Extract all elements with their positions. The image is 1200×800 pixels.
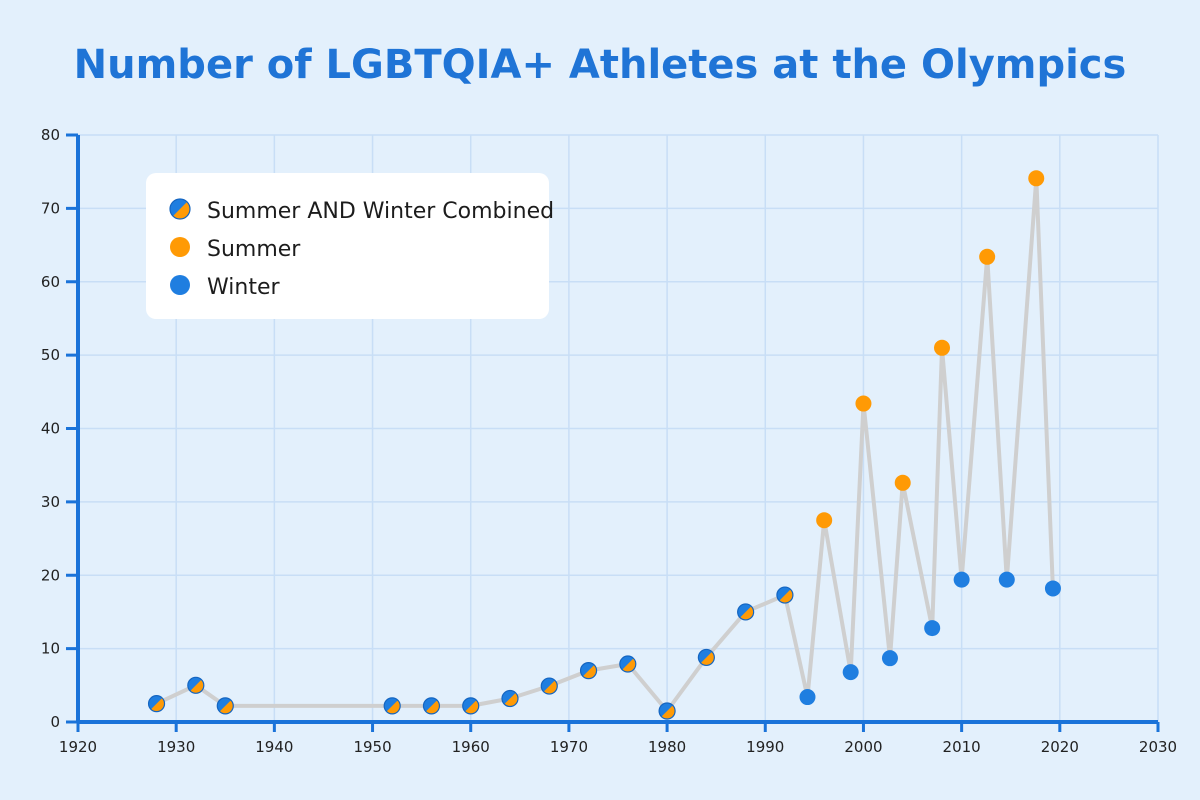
x-tick-label: 2030 <box>1139 738 1177 756</box>
point-winter <box>953 571 970 588</box>
marker-outline <box>540 677 558 695</box>
point-winter <box>1044 580 1061 597</box>
marker-outline <box>169 198 191 220</box>
marker-summer-half <box>190 679 204 694</box>
point-winter <box>799 689 816 706</box>
x-tick-label: 1930 <box>157 738 195 756</box>
point-combined <box>579 662 598 680</box>
point-combined <box>501 689 519 708</box>
point-combined <box>697 648 715 667</box>
point-winter <box>924 620 941 637</box>
point-winter <box>842 664 859 681</box>
marker-outline <box>697 648 715 667</box>
x-tick-label: 1990 <box>746 738 784 756</box>
point-winter <box>998 571 1015 588</box>
y-tick-label: 50 <box>41 346 60 364</box>
marker-summer-half <box>779 589 793 604</box>
point-combined <box>216 697 234 715</box>
legend-marker-winter <box>170 275 190 295</box>
chart-title: Number of LGBTQIA+ Athletes at the Olymp… <box>74 42 1127 88</box>
marker-summer-half <box>425 700 440 714</box>
marker-summer-half <box>543 680 558 695</box>
marker-outline <box>187 676 205 694</box>
x-tick-label: 1970 <box>550 738 588 756</box>
x-tick-label: 1920 <box>59 738 97 756</box>
x-tick-label: 1980 <box>648 738 686 756</box>
marker-outline <box>216 697 234 715</box>
x-tick-label: 1940 <box>255 738 293 756</box>
point-summer <box>816 512 833 529</box>
y-tick-label: 60 <box>41 273 60 291</box>
legend-label-summer: Summer <box>207 237 301 262</box>
point-combined <box>422 697 441 715</box>
marker-summer-half <box>465 700 479 714</box>
legend-label-combined: Summer AND Winter Combined <box>207 199 554 224</box>
legend-marker-combined <box>169 198 191 220</box>
y-tick-label: 20 <box>41 566 60 584</box>
marker-outline <box>619 655 637 673</box>
marker-outline <box>147 695 166 713</box>
x-tick-label: 1960 <box>452 738 490 756</box>
marker-outline <box>383 697 401 715</box>
y-tick-label: 40 <box>41 420 60 438</box>
point-combined <box>658 702 676 720</box>
data-points <box>147 170 1061 720</box>
point-combined <box>540 677 558 695</box>
y-tick-label: 80 <box>41 126 60 144</box>
marker-outline <box>737 603 755 621</box>
legend-markers <box>169 198 191 295</box>
marker-summer-half <box>739 606 754 620</box>
point-combined <box>619 655 637 673</box>
legend-label-winter: Winter <box>207 275 280 300</box>
marker-outline <box>462 697 480 715</box>
point-summer <box>855 395 872 412</box>
x-tick-label: 1950 <box>353 738 391 756</box>
marker-summer-half <box>219 700 234 714</box>
marker-outline <box>501 689 519 708</box>
marker-summer-half <box>172 201 190 219</box>
point-summer <box>934 339 950 356</box>
marker-outline <box>776 586 794 604</box>
marker-outline <box>422 697 441 715</box>
marker-summer-half <box>150 697 165 712</box>
point-winter <box>881 650 898 667</box>
y-tick-label: 10 <box>41 640 60 658</box>
point-combined <box>147 695 166 713</box>
marker-summer-half <box>622 658 636 673</box>
marker-summer-half <box>661 705 676 719</box>
point-combined <box>776 586 794 604</box>
marker-outline <box>658 702 676 720</box>
y-tick-label: 0 <box>50 713 60 731</box>
marker-summer-half <box>700 651 715 666</box>
x-tick-label: 2010 <box>943 738 981 756</box>
marker-summer-half <box>504 692 518 707</box>
point-combined <box>462 697 480 715</box>
marker-outline <box>579 662 598 680</box>
point-summer <box>979 248 996 265</box>
point-combined <box>383 697 401 715</box>
point-combined <box>737 603 755 621</box>
marker-summer-half <box>582 664 597 679</box>
x-tick-label: 2020 <box>1041 738 1079 756</box>
y-tick-label: 70 <box>41 199 60 217</box>
point-summer <box>1028 170 1045 187</box>
legend-marker-summer <box>170 237 190 257</box>
legend-box <box>146 173 549 319</box>
x-tick-label: 2000 <box>844 738 882 756</box>
point-summer <box>894 474 911 491</box>
y-tick-label: 30 <box>41 493 60 511</box>
marker-summer-half <box>386 700 401 714</box>
legend: Summer AND Winter Combined Summer Winter <box>146 173 554 319</box>
point-combined <box>187 676 205 694</box>
